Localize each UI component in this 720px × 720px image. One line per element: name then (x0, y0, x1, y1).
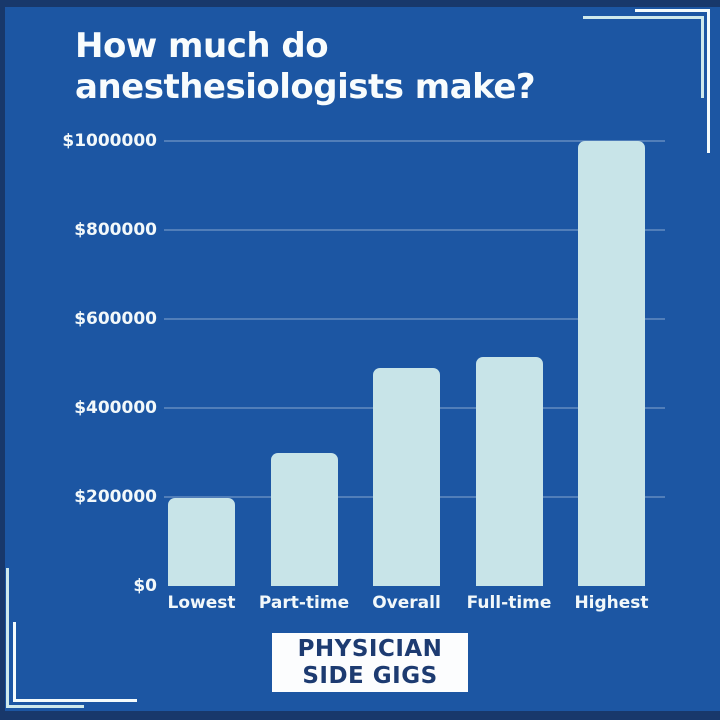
corner-bracket-bottom-left-inner-vertical (13, 622, 16, 702)
y-axis-tick-label: $600000 (74, 309, 157, 329)
x-axis-label-lowest: Lowest (167, 593, 236, 613)
corner-bracket-top-right-outer-vertical (707, 9, 710, 153)
corner-bracket-bottom-left-outer-horizontal (6, 705, 84, 708)
gridline-1000000 (164, 140, 665, 142)
bar-lowest (168, 497, 235, 586)
x-axis-label-overall: Overall (372, 593, 441, 613)
gridline-600000 (164, 318, 665, 320)
frame-strip-left (0, 0, 5, 720)
page-title-line2: anesthesiologists make? (75, 67, 536, 107)
corner-bracket-top-right-inner-vertical (701, 16, 704, 98)
x-axis-label-full-time: Full-time (466, 593, 552, 613)
frame-strip-bottom (0, 711, 720, 720)
brand-badge: PHYSICIAN SIDE GIGS (272, 633, 468, 692)
brand-badge-line2: SIDE GIGS (302, 662, 438, 689)
bar-full-time (475, 356, 543, 586)
y-axis-tick-label: $400000 (74, 398, 157, 418)
page-title: How much do anesthesiologists make? (75, 26, 536, 108)
corner-bracket-top-right-outer-horizontal (635, 9, 710, 12)
corner-bracket-top-right-inner-horizontal (583, 16, 704, 19)
page-title-line1: How much do (75, 26, 329, 66)
corner-bracket-bottom-left-inner-horizontal (13, 699, 137, 702)
gridline-800000 (164, 229, 665, 231)
x-axis-label-highest: Highest (574, 593, 649, 613)
y-axis-tick-label: $800000 (74, 220, 157, 240)
x-axis-label-part-time: Part-time (258, 593, 350, 613)
frame-strip-top (0, 0, 720, 7)
brand-badge-line1: PHYSICIAN (297, 635, 443, 662)
y-axis-tick-label: $1000000 (62, 131, 157, 151)
bar-highest (578, 141, 645, 586)
bar-overall (373, 367, 440, 586)
bar-part-time (270, 452, 338, 586)
y-axis-tick-label: $0 (133, 576, 157, 596)
corner-bracket-bottom-left-outer-vertical (6, 568, 9, 708)
y-axis-tick-label: $200000 (74, 487, 157, 507)
